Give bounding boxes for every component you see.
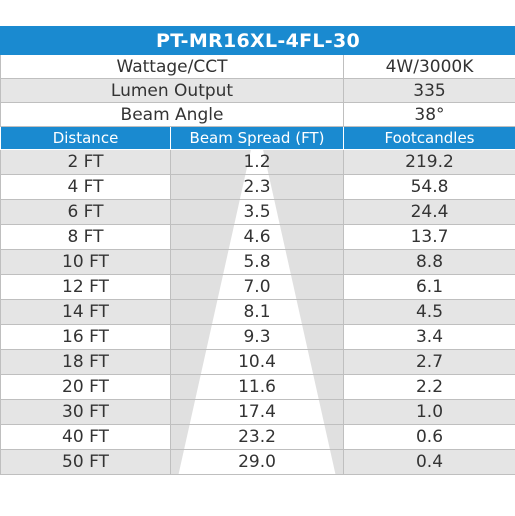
spec-label: Lumen Output [1, 79, 344, 103]
footcandles-cell: 0.6 [344, 425, 515, 450]
column-header-footcandles: Footcandles [344, 127, 515, 150]
beam-spread-cell: 10.4 [171, 350, 344, 375]
footcandles-cell: 3.4 [344, 325, 515, 350]
beam-spread-cell: 9.3 [171, 325, 344, 350]
footcandles-cell: 24.4 [344, 200, 515, 225]
beam-spread-cell: 4.6 [171, 225, 344, 250]
footcandles-cell: 6.1 [344, 275, 515, 300]
distance-cell: 12 FT [1, 275, 171, 300]
distance-cell: 50 FT [1, 450, 171, 475]
beam-spread-cell: 1.2 [171, 150, 344, 175]
footcandles-cell: 219.2 [344, 150, 515, 175]
spec-label: Wattage/CCT [1, 55, 344, 79]
distance-cell: 4 FT [1, 175, 171, 200]
spec-row-lumen: Lumen Output 335 [1, 79, 515, 103]
spec-value: 335 [344, 79, 515, 103]
beam-spread-cell: 2.3 [171, 175, 344, 200]
footcandles-cell: 4.5 [344, 300, 515, 325]
spec-value: 4W/3000K [344, 55, 515, 79]
spec-value: 38° [344, 103, 515, 127]
beam-spread-cell: 17.4 [171, 400, 344, 425]
spec-sheet: PT-MR16XL-4FL-30 Wattage/CCT 4W/3000K Lu… [0, 26, 515, 475]
beam-spread-cell: 8.1 [171, 300, 344, 325]
footcandles-cell: 8.8 [344, 250, 515, 275]
footcandles-cell: 54.8 [344, 175, 515, 200]
distance-cell: 40 FT [1, 425, 171, 450]
distance-cell: 8 FT [1, 225, 171, 250]
column-header-beam-spread: Beam Spread (FT) [171, 127, 344, 150]
title-row: PT-MR16XL-4FL-30 [1, 27, 515, 55]
distance-cell: 14 FT [1, 300, 171, 325]
photometric-table: PT-MR16XL-4FL-30 Wattage/CCT 4W/3000K Lu… [0, 26, 515, 475]
distance-cell: 2 FT [1, 150, 171, 175]
spec-row-beam-angle: Beam Angle 38° [1, 103, 515, 127]
footcandles-cell: 13.7 [344, 225, 515, 250]
product-title: PT-MR16XL-4FL-30 [1, 27, 515, 55]
distance-cell: 20 FT [1, 375, 171, 400]
distance-cell: 16 FT [1, 325, 171, 350]
distance-cell: 18 FT [1, 350, 171, 375]
distance-cell: 30 FT [1, 400, 171, 425]
beam-spread-cell: 7.0 [171, 275, 344, 300]
beam-spread-cell: 23.2 [171, 425, 344, 450]
spec-row-wattage: Wattage/CCT 4W/3000K [1, 55, 515, 79]
footcandles-cell: 1.0 [344, 400, 515, 425]
beam-spread-cell: 11.6 [171, 375, 344, 400]
column-header-distance: Distance [1, 127, 171, 150]
distance-cell: 6 FT [1, 200, 171, 225]
column-header-row: Distance Beam Spread (FT) Footcandles [1, 127, 515, 150]
spec-label: Beam Angle [1, 103, 344, 127]
beam-spread-cell: 5.8 [171, 250, 344, 275]
footcandles-cell: 2.7 [344, 350, 515, 375]
beam-spread-cell: 3.5 [171, 200, 344, 225]
distance-cell: 10 FT [1, 250, 171, 275]
footcandles-cell: 2.2 [344, 375, 515, 400]
beam-spread-cell: 29.0 [171, 450, 344, 475]
footcandles-cell: 0.4 [344, 450, 515, 475]
